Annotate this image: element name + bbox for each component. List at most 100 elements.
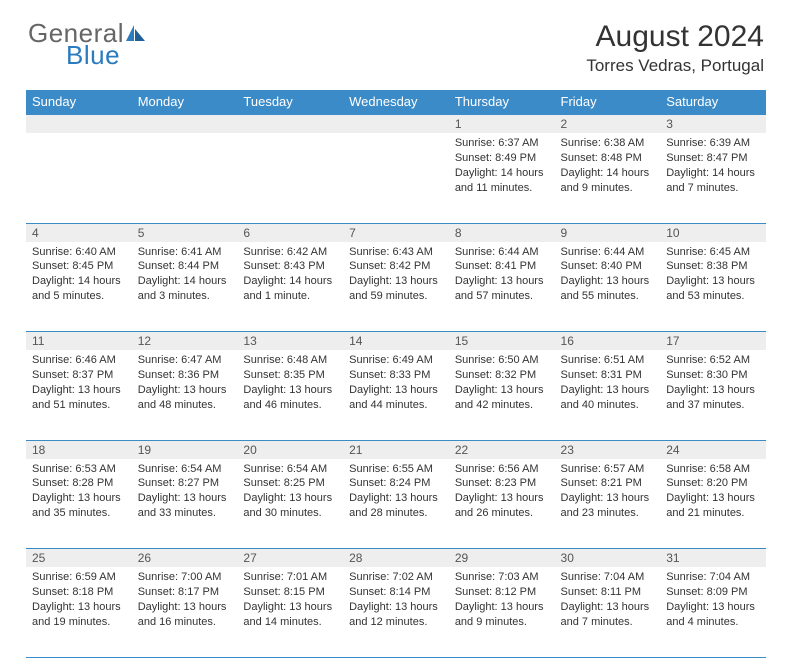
day-cell (237, 133, 343, 223)
day-number-cell: 29 (449, 549, 555, 568)
weekday-header: Sunday (26, 90, 132, 114)
sunrise-line: Sunrise: 6:50 AM (455, 353, 549, 368)
sunrise-line: Sunrise: 6:44 AM (561, 245, 655, 260)
sunrise-line: Sunrise: 6:39 AM (666, 136, 760, 151)
sunset-line: Sunset: 8:49 PM (455, 151, 549, 166)
day-cell: Sunrise: 6:56 AMSunset: 8:23 PMDaylight:… (449, 459, 555, 549)
day-content-row: Sunrise: 6:37 AMSunset: 8:49 PMDaylight:… (26, 133, 766, 223)
sunrise-line: Sunrise: 6:43 AM (349, 245, 443, 260)
day-cell (132, 133, 238, 223)
day-details: Sunrise: 6:53 AMSunset: 8:28 PMDaylight:… (26, 459, 132, 525)
day-details: Sunrise: 6:55 AMSunset: 8:24 PMDaylight:… (343, 459, 449, 525)
daylight-line: Daylight: 13 hours and 26 minutes. (455, 491, 549, 521)
sunset-line: Sunset: 8:41 PM (455, 259, 549, 274)
daylight-line: Daylight: 13 hours and 28 minutes. (349, 491, 443, 521)
sunrise-line: Sunrise: 6:59 AM (32, 570, 126, 585)
daylight-line: Daylight: 13 hours and 57 minutes. (455, 274, 549, 304)
brand-part2: Blue (66, 42, 147, 68)
day-cell: Sunrise: 6:45 AMSunset: 8:38 PMDaylight:… (660, 242, 766, 332)
day-details: Sunrise: 6:54 AMSunset: 8:27 PMDaylight:… (132, 459, 238, 525)
day-cell: Sunrise: 6:58 AMSunset: 8:20 PMDaylight:… (660, 459, 766, 549)
daylight-line: Daylight: 13 hours and 53 minutes. (666, 274, 760, 304)
day-details: Sunrise: 6:54 AMSunset: 8:25 PMDaylight:… (237, 459, 343, 525)
sunrise-line: Sunrise: 6:45 AM (666, 245, 760, 260)
day-number-cell: 22 (449, 440, 555, 459)
sunrise-line: Sunrise: 6:52 AM (666, 353, 760, 368)
day-cell: Sunrise: 6:52 AMSunset: 8:30 PMDaylight:… (660, 350, 766, 440)
sunset-line: Sunset: 8:43 PM (243, 259, 337, 274)
sunset-line: Sunset: 8:40 PM (561, 259, 655, 274)
day-cell: Sunrise: 7:02 AMSunset: 8:14 PMDaylight:… (343, 567, 449, 657)
day-content-row: Sunrise: 6:53 AMSunset: 8:28 PMDaylight:… (26, 459, 766, 549)
day-number-cell: 3 (660, 114, 766, 133)
daylight-line: Daylight: 13 hours and 55 minutes. (561, 274, 655, 304)
sunset-line: Sunset: 8:38 PM (666, 259, 760, 274)
sunset-line: Sunset: 8:17 PM (138, 585, 232, 600)
day-number-row: 18192021222324 (26, 440, 766, 459)
day-number-cell (237, 114, 343, 133)
day-number-cell: 31 (660, 549, 766, 568)
sunrise-line: Sunrise: 6:55 AM (349, 462, 443, 477)
location-label: Torres Vedras, Portugal (586, 56, 764, 76)
day-number-cell: 1 (449, 114, 555, 133)
day-number-cell: 12 (132, 332, 238, 351)
daylight-line: Daylight: 14 hours and 7 minutes. (666, 166, 760, 196)
day-details: Sunrise: 6:39 AMSunset: 8:47 PMDaylight:… (660, 133, 766, 199)
sunrise-line: Sunrise: 6:44 AM (455, 245, 549, 260)
day-cell: Sunrise: 7:04 AMSunset: 8:11 PMDaylight:… (555, 567, 661, 657)
day-cell: Sunrise: 6:40 AMSunset: 8:45 PMDaylight:… (26, 242, 132, 332)
page-header: GeneralBlue August 2024 Torres Vedras, P… (0, 0, 792, 84)
day-number-cell (343, 114, 449, 133)
day-number-cell: 5 (132, 223, 238, 242)
sunset-line: Sunset: 8:42 PM (349, 259, 443, 274)
day-details: Sunrise: 6:43 AMSunset: 8:42 PMDaylight:… (343, 242, 449, 308)
day-number-cell: 27 (237, 549, 343, 568)
day-cell: Sunrise: 6:57 AMSunset: 8:21 PMDaylight:… (555, 459, 661, 549)
day-number-row: 25262728293031 (26, 549, 766, 568)
day-cell: Sunrise: 6:54 AMSunset: 8:25 PMDaylight:… (237, 459, 343, 549)
daylight-line: Daylight: 13 hours and 4 minutes. (666, 600, 760, 630)
day-details: Sunrise: 6:52 AMSunset: 8:30 PMDaylight:… (660, 350, 766, 416)
day-number-cell: 7 (343, 223, 449, 242)
sunrise-line: Sunrise: 7:04 AM (666, 570, 760, 585)
day-number-cell: 4 (26, 223, 132, 242)
day-number-cell (26, 114, 132, 133)
sunrise-line: Sunrise: 6:41 AM (138, 245, 232, 260)
day-number-row: 123 (26, 114, 766, 133)
sunset-line: Sunset: 8:31 PM (561, 368, 655, 383)
daylight-line: Daylight: 13 hours and 21 minutes. (666, 491, 760, 521)
day-number-cell: 25 (26, 549, 132, 568)
daylight-line: Daylight: 13 hours and 14 minutes. (243, 600, 337, 630)
sunset-line: Sunset: 8:45 PM (32, 259, 126, 274)
weekday-header: Monday (132, 90, 238, 114)
day-number-cell: 2 (555, 114, 661, 133)
sunset-line: Sunset: 8:27 PM (138, 476, 232, 491)
day-number-cell: 20 (237, 440, 343, 459)
sunset-line: Sunset: 8:36 PM (138, 368, 232, 383)
sunrise-line: Sunrise: 6:47 AM (138, 353, 232, 368)
daylight-line: Daylight: 13 hours and 48 minutes. (138, 383, 232, 413)
sunset-line: Sunset: 8:35 PM (243, 368, 337, 383)
day-details: Sunrise: 7:03 AMSunset: 8:12 PMDaylight:… (449, 567, 555, 633)
day-details: Sunrise: 7:01 AMSunset: 8:15 PMDaylight:… (237, 567, 343, 633)
day-number-cell: 23 (555, 440, 661, 459)
day-cell: Sunrise: 6:49 AMSunset: 8:33 PMDaylight:… (343, 350, 449, 440)
day-details: Sunrise: 6:41 AMSunset: 8:44 PMDaylight:… (132, 242, 238, 308)
day-cell: Sunrise: 6:42 AMSunset: 8:43 PMDaylight:… (237, 242, 343, 332)
day-cell: Sunrise: 6:44 AMSunset: 8:40 PMDaylight:… (555, 242, 661, 332)
day-details: Sunrise: 6:48 AMSunset: 8:35 PMDaylight:… (237, 350, 343, 416)
day-number-cell: 9 (555, 223, 661, 242)
day-number-cell: 8 (449, 223, 555, 242)
title-block: August 2024 Torres Vedras, Portugal (586, 20, 764, 76)
day-number-row: 45678910 (26, 223, 766, 242)
day-number-cell: 28 (343, 549, 449, 568)
sail-icon (125, 24, 147, 42)
day-cell: Sunrise: 7:03 AMSunset: 8:12 PMDaylight:… (449, 567, 555, 657)
sunset-line: Sunset: 8:14 PM (349, 585, 443, 600)
day-number-cell: 15 (449, 332, 555, 351)
daylight-line: Daylight: 14 hours and 3 minutes. (138, 274, 232, 304)
day-cell: Sunrise: 6:38 AMSunset: 8:48 PMDaylight:… (555, 133, 661, 223)
day-number-cell: 24 (660, 440, 766, 459)
sunrise-line: Sunrise: 6:46 AM (32, 353, 126, 368)
day-number-cell: 11 (26, 332, 132, 351)
